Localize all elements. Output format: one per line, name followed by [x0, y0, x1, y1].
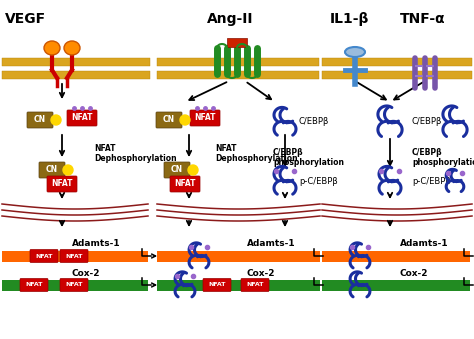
FancyBboxPatch shape	[156, 112, 182, 128]
Text: Ang-II: Ang-II	[207, 12, 254, 26]
Text: NFAT: NFAT	[65, 282, 82, 287]
Text: Cox-2: Cox-2	[247, 268, 275, 278]
Bar	[157, 251, 320, 261]
Bar	[2, 58, 150, 66]
FancyBboxPatch shape	[47, 176, 77, 192]
Text: NFAT
Dephosphorylation: NFAT Dephosphorylation	[94, 144, 177, 163]
Bar	[2, 279, 148, 291]
Text: Adamts-1: Adamts-1	[72, 239, 120, 247]
Text: NFAT: NFAT	[174, 179, 196, 188]
Bar	[227, 38, 247, 47]
Text: NFAT: NFAT	[246, 282, 264, 287]
Circle shape	[188, 165, 198, 175]
Text: VEGF: VEGF	[5, 12, 46, 26]
FancyBboxPatch shape	[20, 279, 48, 292]
FancyBboxPatch shape	[241, 279, 269, 292]
Text: NFAT: NFAT	[25, 282, 43, 287]
Text: NFAT: NFAT	[208, 282, 226, 287]
Text: NFAT
Dephosphorylation: NFAT Dephosphorylation	[215, 144, 298, 163]
FancyBboxPatch shape	[164, 162, 190, 178]
Bar	[2, 251, 148, 261]
FancyBboxPatch shape	[67, 110, 97, 126]
Circle shape	[180, 115, 190, 125]
Text: CN: CN	[171, 165, 183, 175]
Bar	[322, 71, 472, 79]
Text: CN: CN	[46, 165, 58, 175]
Text: p-C/EBPβ: p-C/EBPβ	[299, 177, 338, 185]
Text: IL1-β: IL1-β	[330, 12, 369, 26]
Text: Cox-2: Cox-2	[72, 268, 100, 278]
Ellipse shape	[345, 47, 365, 57]
Bar	[157, 71, 319, 79]
Bar	[322, 251, 470, 261]
Text: NFAT: NFAT	[65, 254, 82, 259]
Text: NFAT: NFAT	[51, 179, 73, 188]
FancyBboxPatch shape	[203, 279, 231, 292]
Text: NFAT: NFAT	[194, 114, 216, 122]
FancyBboxPatch shape	[190, 110, 220, 126]
FancyBboxPatch shape	[27, 112, 53, 128]
Text: NFAT: NFAT	[35, 254, 53, 259]
Bar	[2, 71, 150, 79]
Text: CN: CN	[34, 116, 46, 124]
Text: CN: CN	[163, 116, 175, 124]
Circle shape	[51, 115, 61, 125]
Bar	[322, 279, 470, 291]
Text: p-C/EBPβ: p-C/EBPβ	[412, 177, 451, 185]
Text: Adamts-1: Adamts-1	[247, 239, 296, 247]
Text: NFAT: NFAT	[71, 114, 93, 122]
Circle shape	[63, 165, 73, 175]
FancyBboxPatch shape	[60, 250, 88, 262]
Text: C/EBPβ
phosphorylation: C/EBPβ phosphorylation	[273, 148, 344, 167]
Bar	[322, 58, 472, 66]
Text: Cox-2: Cox-2	[400, 268, 428, 278]
Bar	[157, 58, 319, 66]
Text: C/EBPβ: C/EBPβ	[412, 118, 442, 126]
FancyBboxPatch shape	[39, 162, 65, 178]
Text: C/EBPβ: C/EBPβ	[299, 118, 329, 126]
FancyBboxPatch shape	[60, 279, 88, 292]
Text: TNF-α: TNF-α	[400, 12, 446, 26]
Text: Adamts-1: Adamts-1	[400, 239, 448, 247]
Ellipse shape	[44, 41, 60, 55]
Ellipse shape	[64, 41, 80, 55]
Text: C/EBPβ
phosphorylation: C/EBPβ phosphorylation	[412, 148, 474, 167]
FancyBboxPatch shape	[170, 176, 200, 192]
FancyBboxPatch shape	[30, 250, 58, 262]
Bar	[157, 279, 320, 291]
